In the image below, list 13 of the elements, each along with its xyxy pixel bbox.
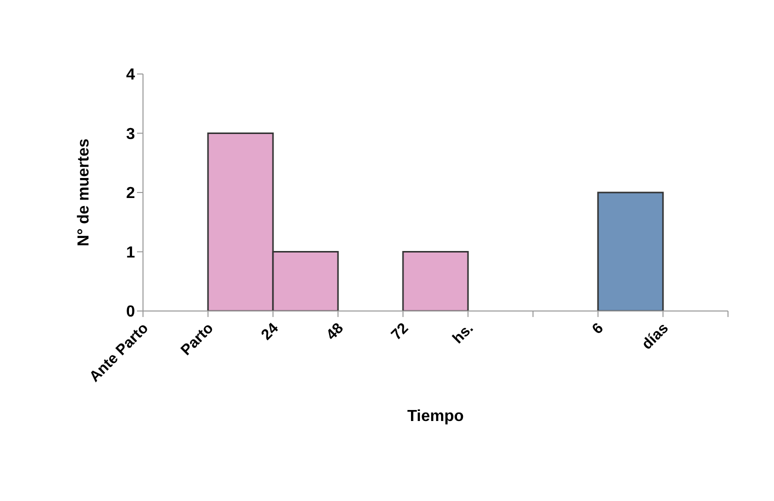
y-tick-label: 1 xyxy=(126,244,136,262)
y-tick-label: 4 xyxy=(126,66,136,84)
x-tick-label: días xyxy=(638,320,672,354)
x-tick-label: 24 xyxy=(258,319,282,344)
y-tick-label: 2 xyxy=(126,185,136,202)
x-axis-title: Tiempo xyxy=(407,408,464,425)
y-axis-title: N° de muertes xyxy=(76,138,93,246)
x-tick-label: hs. xyxy=(449,320,477,348)
x-tick-label: 6 xyxy=(588,320,607,338)
x-tick-label: 48 xyxy=(323,320,347,344)
y-tick-label: 3 xyxy=(126,126,136,143)
y-tick-label: 0 xyxy=(126,304,136,321)
x-tick-label: 72 xyxy=(388,320,412,344)
